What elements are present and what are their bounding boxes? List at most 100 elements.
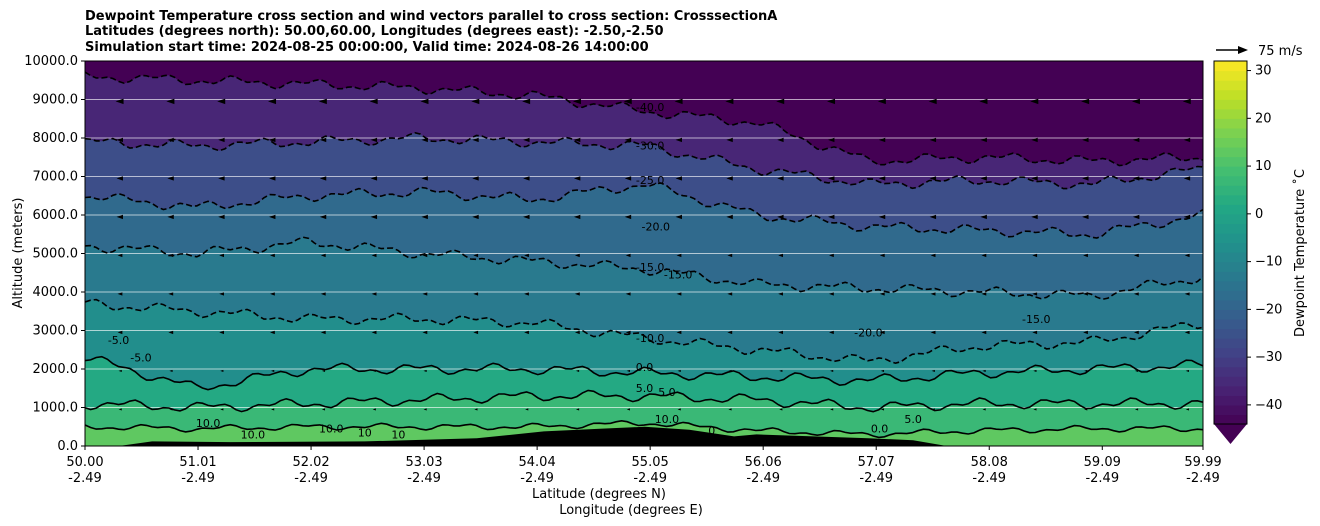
colorbar-segment — [1214, 166, 1247, 177]
wind-vector — [116, 137, 123, 143]
wind-vector — [1182, 98, 1191, 105]
wind-vector — [1131, 98, 1140, 105]
x-tick-label-lat: 55.05 — [632, 455, 669, 470]
wind-vector — [779, 408, 783, 411]
wind-vector — [370, 137, 378, 143]
wind-vector — [574, 253, 580, 258]
y-tick-label: 3000.0 — [33, 324, 79, 339]
wind-vector — [1133, 330, 1139, 335]
y-tick-label: 0.0 — [57, 439, 78, 454]
wind-vector — [880, 369, 885, 373]
wind-vector — [525, 408, 529, 411]
colorbar: 30 20 10 0 −10 −20 −30 −40 — [1213, 60, 1282, 444]
contour-line — [85, 389, 1203, 413]
x-tick-label-lat: 57.07 — [858, 455, 895, 470]
wind-vector — [116, 214, 123, 220]
colorbar-label: Dewpoint Temperature ˚C — [1292, 169, 1308, 337]
wind-vector — [677, 369, 681, 373]
wind-vector — [878, 137, 886, 143]
y-tick-label: 4000.0 — [33, 285, 79, 300]
wind-vector — [370, 214, 378, 220]
wind-vector — [777, 137, 784, 143]
wind-vector — [1132, 176, 1140, 181]
contour-label: 10.0 — [241, 428, 266, 441]
colorbar-segment — [1214, 290, 1247, 301]
colorbar-segment — [1214, 318, 1247, 330]
wind-vector — [725, 98, 734, 105]
wind-vector — [270, 292, 275, 296]
colorbar-segment — [1214, 185, 1247, 196]
wind-vector — [371, 253, 377, 258]
wind-vector — [727, 292, 733, 296]
wind-vector — [270, 253, 275, 258]
colorbar-tick-label: −20 — [1255, 302, 1282, 317]
wind-vector — [624, 176, 632, 181]
x-tick-label-lon: -2.49 — [859, 471, 893, 486]
wind-vector — [471, 98, 480, 105]
wind-vector — [827, 98, 836, 105]
wind-vector — [624, 214, 632, 220]
axes: 0.01000.02000.03000.04000.05000.06000.07… — [24, 54, 1221, 486]
contour-label: -30.0 — [636, 140, 664, 153]
wind-vector — [116, 176, 123, 181]
wind-vector — [828, 176, 835, 181]
wind-vector — [271, 408, 275, 411]
wind-vector — [319, 176, 327, 181]
wind-vector — [422, 292, 428, 296]
wind-vector — [829, 292, 834, 296]
wind-vector — [726, 176, 733, 181]
wind-vector — [523, 137, 530, 143]
contour-label: -15.0 — [636, 261, 664, 274]
wind-vector — [270, 330, 275, 335]
wind-vector — [473, 330, 479, 335]
wind-vector — [421, 214, 428, 220]
colorbar-segment — [1214, 242, 1247, 253]
wind-vector — [523, 176, 530, 181]
colorbar-segment — [1214, 404, 1247, 416]
wind-vector — [423, 369, 427, 373]
wind-vector — [879, 253, 885, 258]
x-tick-label-lon: -2.49 — [520, 471, 554, 486]
wind-vector — [421, 137, 428, 143]
wind-vector — [473, 292, 479, 296]
wind-vector — [626, 369, 630, 373]
wind-vector — [1032, 330, 1038, 335]
y-tick-label: 2000.0 — [33, 362, 79, 377]
x-tick-label-lon: -2.49 — [294, 471, 328, 486]
colorbar-segment — [1214, 299, 1247, 310]
wind-vector — [778, 292, 784, 296]
x-tick-label-lon: -2.49 — [68, 471, 102, 486]
wind-vector — [880, 408, 885, 411]
contour-line — [85, 182, 1203, 239]
colorbar-segment — [1214, 309, 1247, 320]
contour-line — [85, 419, 1203, 439]
y-axis-label: Altitude (meters) — [11, 198, 26, 309]
wind-vector — [1133, 253, 1139, 258]
colorbar-segment — [1214, 175, 1247, 186]
wind-vector — [423, 408, 427, 411]
title-line-1: Dewpoint Temperature cross section and w… — [85, 9, 778, 24]
wind-vector — [575, 369, 580, 373]
contour-line — [85, 71, 1203, 167]
contour-label: 5.0 — [636, 382, 654, 395]
y-tick-label: 5000.0 — [33, 247, 79, 262]
contour-label: 0 — [708, 424, 715, 437]
colorbar-segment — [1214, 61, 1247, 72]
wind-vector — [371, 292, 377, 296]
wind-vector — [422, 253, 428, 258]
colorbar-tick-label: −40 — [1255, 398, 1282, 413]
wind-vector — [828, 214, 835, 220]
colorbar-segment — [1214, 137, 1247, 148]
wind-vector — [929, 176, 937, 181]
contour-label: 10.0 — [319, 423, 344, 436]
colorbar-tick-label: 30 — [1255, 64, 1272, 79]
wind-vector — [726, 137, 733, 143]
wind-vector — [1032, 253, 1038, 258]
wind-vector — [472, 137, 479, 143]
wind-vector — [676, 330, 682, 335]
wind-vector — [372, 369, 376, 373]
contour-line — [85, 355, 1203, 391]
x-tick-label-lat: 50.00 — [66, 455, 103, 470]
wind-vector — [877, 98, 886, 105]
wind-vector — [1133, 292, 1139, 296]
